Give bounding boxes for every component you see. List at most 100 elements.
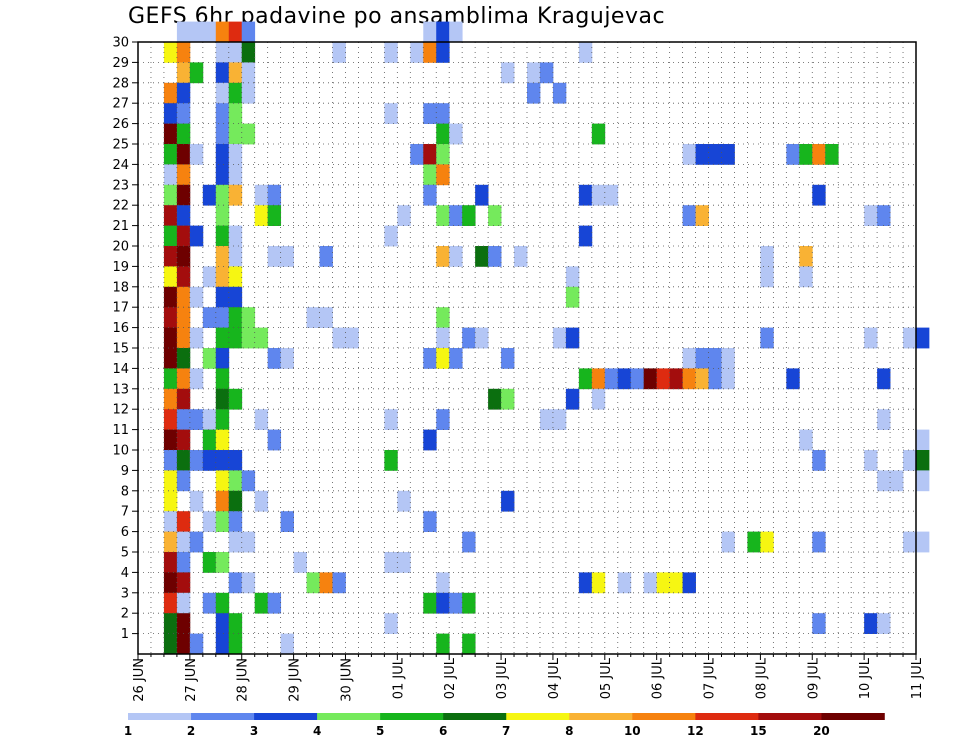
heatmap-cell — [708, 144, 722, 165]
heatmap-cell — [384, 450, 398, 471]
heatmap-cell — [578, 572, 593, 594]
heatmap-cell — [591, 388, 606, 410]
heatmap-cell — [215, 348, 230, 369]
heatmap-cell — [228, 246, 243, 267]
heatmap-cell — [176, 205, 191, 226]
heatmap-cell — [436, 144, 450, 165]
heatmap-cell — [462, 531, 476, 553]
heatmap-cell — [215, 633, 230, 655]
x-tick-label: 05 JUL — [599, 657, 614, 699]
heatmap-cell — [436, 205, 450, 226]
heatmap-cell — [760, 327, 774, 349]
heatmap-cell — [319, 246, 333, 267]
heatmap-cell — [163, 592, 178, 614]
y-tick-label: 13 — [112, 382, 129, 397]
legend-label: 5 — [376, 724, 384, 738]
heatmap-cell — [267, 429, 282, 451]
y-tick-label: 15 — [112, 342, 129, 357]
heatmap-cell — [436, 592, 450, 614]
heatmap-cell — [189, 409, 204, 430]
heatmap-cell — [176, 327, 191, 349]
heatmap-cell — [228, 184, 243, 206]
heatmap-cell — [163, 348, 178, 369]
heatmap-cell — [189, 21, 204, 43]
y-tick-label: 30 — [112, 36, 129, 51]
x-tick-label: 06 JUL — [651, 657, 666, 699]
heatmap-cell — [747, 531, 761, 553]
heatmap-cell — [423, 21, 437, 43]
heatmap-cell — [565, 286, 580, 308]
heatmap-cell — [436, 21, 450, 43]
heatmap-cell — [176, 592, 191, 614]
y-tick-label: 25 — [112, 138, 129, 153]
heatmap-cell — [630, 368, 645, 390]
heatmap-cell — [695, 144, 709, 165]
heatmap-cell — [760, 246, 774, 267]
heatmap-cell — [189, 225, 204, 247]
legend-label: 10 — [624, 724, 641, 738]
heatmap-cell — [812, 184, 826, 206]
heatmap-cell — [215, 205, 230, 226]
heatmap-cell — [306, 572, 320, 594]
heatmap-cell — [189, 450, 204, 471]
heatmap-cell — [176, 246, 191, 267]
y-tick-label: 5 — [121, 546, 129, 561]
heatmap-cell — [215, 225, 230, 247]
heatmap-cell — [812, 531, 826, 553]
heatmap-cell — [864, 613, 878, 634]
heatmap-cell — [176, 42, 191, 63]
heatmap-cell — [163, 286, 178, 308]
legend-swatch — [821, 713, 885, 720]
heatmap-cell — [332, 572, 346, 594]
heatmap-cell — [215, 307, 230, 328]
heatmap-cell — [228, 388, 243, 410]
heatmap-cell — [176, 348, 191, 369]
heatmap-cell — [501, 490, 515, 512]
heatmap-cell — [176, 144, 191, 165]
heatmap-cell — [241, 42, 256, 63]
heatmap-cell — [163, 572, 178, 594]
heatmap-cell — [864, 205, 878, 226]
heatmap-cells — [163, 21, 930, 655]
heatmap-cell — [423, 42, 437, 63]
heatmap-cell — [215, 62, 230, 84]
legend-swatch — [695, 713, 759, 720]
heatmap-cell — [319, 307, 333, 328]
heatmap-cell — [436, 348, 450, 369]
heatmap-cell — [721, 348, 735, 369]
heatmap-cell — [176, 470, 191, 492]
heatmap-cell — [176, 531, 191, 553]
heatmap-cell — [176, 82, 191, 104]
heatmap-cell — [721, 531, 735, 553]
legend-swatch — [380, 713, 444, 720]
x-tick-label: 11 JUL — [910, 657, 925, 699]
legend-label: 3 — [250, 724, 258, 738]
heatmap-cell — [280, 348, 294, 369]
heatmap-cell — [241, 327, 256, 349]
heatmap-cell — [864, 450, 878, 471]
heatmap-cell — [267, 348, 282, 369]
heatmap-cell — [202, 184, 217, 206]
legend-label: 12 — [687, 724, 704, 738]
heatmap-cell — [202, 429, 217, 451]
y-tick-label: 19 — [112, 260, 129, 275]
heatmap-cell — [202, 21, 217, 43]
heatmap-cell — [423, 592, 437, 614]
heatmap-cell — [877, 409, 891, 430]
heatmap-cell — [163, 266, 178, 288]
heatmap-cell — [877, 613, 891, 634]
heatmap-cell — [812, 144, 826, 165]
heatmap-cell — [215, 388, 230, 410]
y-tick-label: 4 — [121, 566, 129, 581]
y-tick-label: 22 — [112, 199, 129, 214]
heatmap-cell — [877, 368, 891, 390]
heatmap-cell — [176, 450, 191, 471]
heatmap-cell — [449, 21, 463, 43]
heatmap-cell — [241, 82, 256, 104]
heatmap-cell — [462, 592, 476, 614]
heatmap-cell — [397, 552, 411, 573]
y-tick-label: 12 — [112, 403, 129, 418]
heatmap-cell — [423, 144, 437, 165]
heatmap-cell — [695, 348, 709, 369]
legend-swatch — [191, 713, 255, 720]
